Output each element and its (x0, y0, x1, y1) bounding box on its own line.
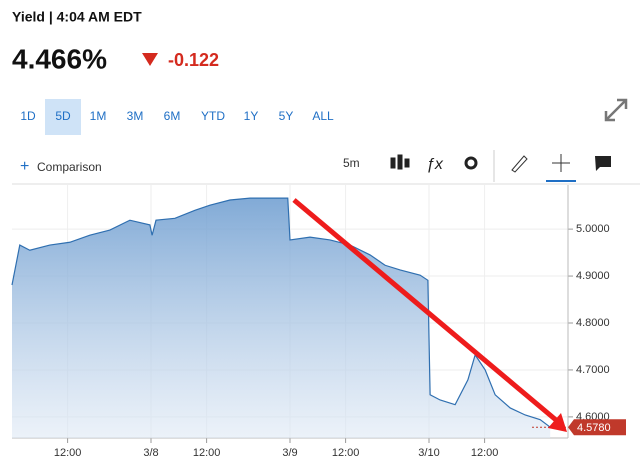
current-label: 4.5780 (577, 422, 611, 434)
range-selector: 1D 5D 1M 3M 6M YTD 1Y 5Y ALL (20, 99, 334, 135)
settings-icon[interactable] (464, 156, 478, 170)
candles-icon[interactable] (390, 154, 410, 170)
x-tick-label: 12:00 (193, 447, 221, 459)
area-fill (12, 198, 551, 438)
fx-icon[interactable]: ƒx (426, 156, 444, 173)
range-button[interactable]: 1Y (244, 109, 259, 123)
x-tick-label: 12:00 (54, 447, 82, 459)
x-tick-label: 3/10 (418, 447, 439, 459)
selected-range-bg (45, 99, 81, 135)
plus-icon[interactable]: + (20, 158, 29, 175)
x-tick-label: 3/8 (143, 447, 158, 459)
annotation-arrowhead (548, 413, 567, 432)
y-tick-label: 5.0000 (576, 223, 610, 235)
y-tick-label: 4.9000 (576, 270, 610, 282)
comment-icon[interactable] (595, 156, 611, 171)
interval-button[interactable]: 5m (343, 156, 360, 170)
price: 4.466% (12, 43, 107, 74)
x-tick-label: 3/9 (282, 447, 297, 459)
x-tick-label: 12:00 (471, 447, 499, 459)
header-title: Yield | 4:04 AM EDT (12, 9, 142, 25)
range-button[interactable]: YTD (201, 109, 225, 123)
range-button[interactable]: 3M (127, 109, 144, 123)
range-button[interactable]: 5Y (279, 109, 294, 123)
range-button[interactable]: 1M (90, 109, 107, 123)
range-button[interactable]: 6M (164, 109, 181, 123)
y-tick-label: 4.8000 (576, 317, 610, 329)
range-button[interactable]: 1D (20, 109, 36, 123)
down-triangle (142, 53, 158, 66)
current-badge (568, 419, 626, 436)
comparison-button[interactable]: Comparison (37, 160, 102, 174)
y-tick-label: 4.7000 (576, 364, 610, 376)
draw-icon[interactable] (511, 155, 528, 173)
change: -0.122 (168, 50, 219, 70)
crosshair-icon[interactable] (552, 154, 570, 172)
expand-icon[interactable] (604, 98, 628, 122)
range-button[interactable]: ALL (312, 109, 334, 123)
range-button[interactable]: 5D (55, 109, 71, 123)
x-tick-label: 12:00 (332, 447, 360, 459)
annotation-arrow (292, 198, 558, 422)
